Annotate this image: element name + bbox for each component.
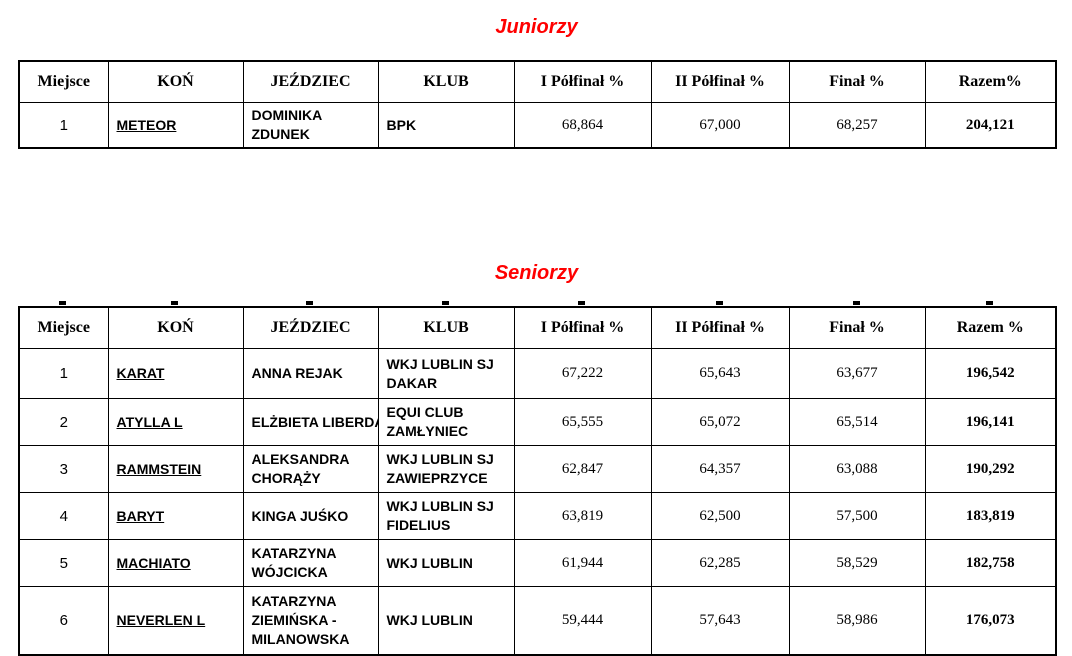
- col-header-rider: JEŹDZIEC: [242, 306, 379, 349]
- table-row: 1 KARAT ANNA REJAK WKJ LUBLIN SJ DAKAR 6…: [18, 348, 1057, 399]
- table-row: 5 MACHIATO KATARZYNA WÓJCICKA WKJ LUBLIN…: [18, 539, 1057, 587]
- table-row: 4 BARYT KINGA JUŚKO WKJ LUBLIN SJ FIDELI…: [18, 492, 1057, 540]
- cell-horse: MACHIATO: [107, 539, 244, 587]
- col-header-place: Miejsce: [18, 60, 109, 103]
- cell-semifinal1: 61,944: [513, 539, 652, 587]
- cell-horse: RAMMSTEIN: [107, 445, 244, 493]
- cell-semifinal1: 68,864: [513, 102, 652, 149]
- cell-place: 1: [18, 102, 109, 149]
- cell-total: 196,542: [924, 348, 1057, 399]
- table-row: 6 NEVERLEN L KATARZYNA ZIEMIŃSKA - MILAN…: [18, 586, 1057, 656]
- cell-club: WKJ LUBLIN SJ DAKAR: [377, 348, 515, 399]
- cell-horse: BARYT: [107, 492, 244, 540]
- col-header-club: KLUB: [377, 60, 515, 103]
- cell-rider: KATARZYNA ZIEMIŃSKA - MILANOWSKA: [242, 586, 379, 656]
- cell-semifinal2: 67,000: [650, 102, 790, 149]
- cell-horse: ATYLLA L: [107, 398, 244, 446]
- horse-name: METEOR: [116, 116, 177, 133]
- horse-name: NEVERLEN L: [116, 612, 206, 628]
- column-markers: [18, 301, 1055, 305]
- cell-rider: ANNA REJAK: [242, 348, 379, 399]
- cell-club: WKJ LUBLIN SJ FIDELIUS: [377, 492, 515, 540]
- cell-place: 5: [18, 539, 109, 587]
- col-header-horse: KOŃ: [107, 306, 244, 349]
- cell-final: 63,088: [788, 445, 926, 493]
- horse-name: ATYLLA L: [116, 413, 183, 430]
- cell-semifinal2: 65,643: [650, 348, 790, 399]
- column-marker: [788, 301, 924, 305]
- col-header-final: Finał %: [788, 60, 926, 103]
- cell-total: 176,073: [924, 586, 1057, 656]
- col-header-place: Miejsce: [18, 306, 109, 349]
- col-header-semifinal2: II Półfinał %: [650, 60, 790, 103]
- cell-total: 204,121: [924, 102, 1057, 149]
- cell-place: 4: [18, 492, 109, 540]
- cell-semifinal1: 63,819: [513, 492, 652, 540]
- col-header-club: KLUB: [377, 306, 515, 349]
- cell-club: WKJ LUBLIN: [377, 586, 515, 656]
- cell-semifinal1: 65,555: [513, 398, 652, 446]
- col-header-final: Finał %: [788, 306, 926, 349]
- juniorzy-results-table: Miejsce KOŃ JEŹDZIEC KLUB I Półfinał % I…: [18, 60, 1057, 149]
- cell-semifinal2: 65,072: [650, 398, 790, 446]
- cell-club: WKJ LUBLIN: [377, 539, 515, 587]
- table-header-row: Miejsce KOŃ JEŹDZIEC KLUB I Półfinał % I…: [18, 306, 1057, 349]
- col-header-horse: KOŃ: [107, 60, 244, 103]
- column-marker: [18, 301, 107, 305]
- cell-horse: METEOR: [107, 102, 244, 149]
- cell-semifinal2: 64,357: [650, 445, 790, 493]
- cell-club: BPK: [377, 102, 515, 149]
- cell-place: 6: [18, 586, 109, 656]
- col-header-semifinal2: II Półfinał %: [650, 306, 790, 349]
- col-header-semifinal1: I Półfinał %: [513, 306, 652, 349]
- cell-semifinal2: 62,500: [650, 492, 790, 540]
- cell-place: 2: [18, 398, 109, 446]
- cell-semifinal1: 62,847: [513, 445, 652, 493]
- cell-semifinal2: 57,643: [650, 586, 790, 656]
- horse-name: MACHIATO: [116, 554, 191, 571]
- table-row: 2 ATYLLA L ELŻBIETA LIBERDA EQUI CLUB ZA…: [18, 398, 1057, 446]
- cell-final: 68,257: [788, 102, 926, 149]
- cell-semifinal2: 62,285: [650, 539, 790, 587]
- cell-club: WKJ LUBLIN SJ ZAWIEPRZYCE: [377, 445, 515, 493]
- cell-total: 190,292: [924, 445, 1057, 493]
- cell-club: EQUI CLUB ZAMŁYNIEC: [377, 398, 515, 446]
- table-row: 3 RAMMSTEIN ALEKSANDRA CHORĄŻY WKJ LUBLI…: [18, 445, 1057, 493]
- horse-name: BARYT: [116, 507, 165, 524]
- section-title-seniorzy: Seniorzy: [494, 262, 579, 284]
- cell-place: 3: [18, 445, 109, 493]
- seniorzy-results-table: Miejsce KOŃ JEŹDZIEC KLUB I Półfinał % I…: [18, 306, 1057, 656]
- horse-name: KARAT: [116, 365, 165, 381]
- col-header-total: Razem %: [924, 306, 1057, 349]
- horse-name: RAMMSTEIN: [116, 460, 202, 477]
- cell-rider: DOMINIKA ZDUNEK: [242, 102, 379, 149]
- cell-place: 1: [18, 348, 109, 399]
- column-marker: [513, 301, 650, 305]
- cell-rider: ALEKSANDRA CHORĄŻY: [242, 445, 379, 493]
- column-marker: [650, 301, 788, 305]
- col-header-rider: JEŹDZIEC: [242, 60, 379, 103]
- cell-final: 63,677: [788, 348, 926, 399]
- column-marker: [924, 301, 1055, 305]
- table-row: 1 METEOR DOMINIKA ZDUNEK BPK 68,864 67,0…: [18, 102, 1057, 149]
- section-title-juniorzy: Juniorzy: [495, 16, 578, 38]
- cell-total: 183,819: [924, 492, 1057, 540]
- cell-semifinal1: 67,222: [513, 348, 652, 399]
- cell-horse: KARAT: [107, 348, 244, 399]
- cell-total: 196,141: [924, 398, 1057, 446]
- col-header-semifinal1: I Półfinał %: [513, 60, 652, 103]
- column-marker: [242, 301, 377, 305]
- cell-rider: ELŻBIETA LIBERDA: [242, 398, 379, 446]
- cell-rider: KATARZYNA WÓJCICKA: [242, 539, 379, 587]
- cell-final: 58,529: [788, 539, 926, 587]
- table-header-row: Miejsce KOŃ JEŹDZIEC KLUB I Półfinał % I…: [18, 60, 1057, 103]
- cell-final: 65,514: [788, 398, 926, 446]
- col-header-total: Razem%: [924, 60, 1057, 103]
- cell-total: 182,758: [924, 539, 1057, 587]
- column-marker: [107, 301, 242, 305]
- column-marker: [377, 301, 513, 305]
- cell-rider: KINGA JUŚKO: [242, 492, 379, 540]
- cell-final: 57,500: [788, 492, 926, 540]
